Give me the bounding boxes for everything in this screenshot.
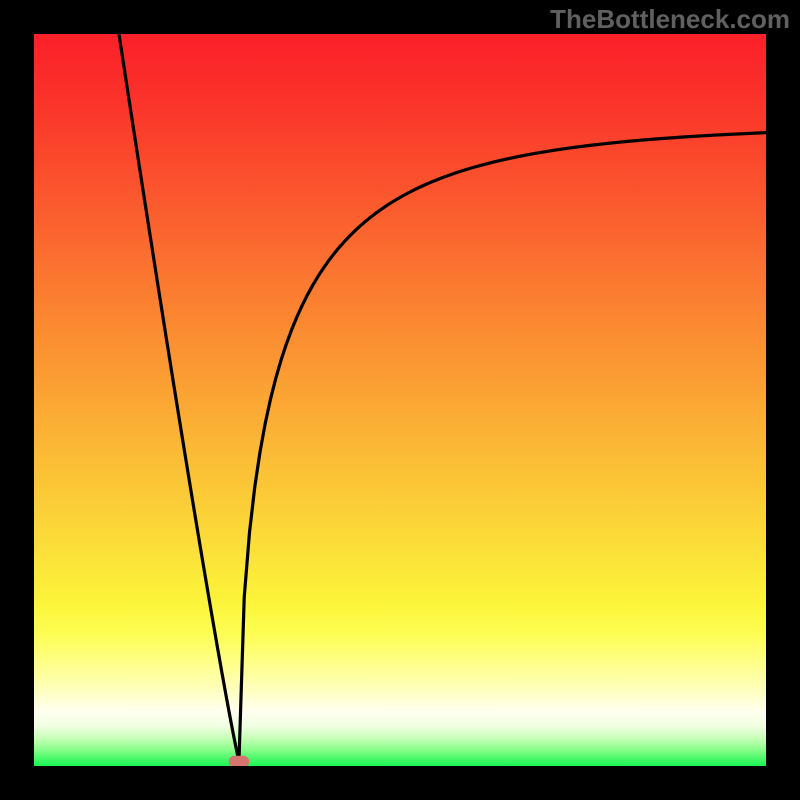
plot-area <box>34 34 766 766</box>
watermark-text: TheBottleneck.com <box>550 4 790 35</box>
plot-svg <box>34 34 766 766</box>
optimum-marker <box>229 756 249 766</box>
plot-background <box>34 34 766 766</box>
chart-container: TheBottleneck.com <box>0 0 800 800</box>
